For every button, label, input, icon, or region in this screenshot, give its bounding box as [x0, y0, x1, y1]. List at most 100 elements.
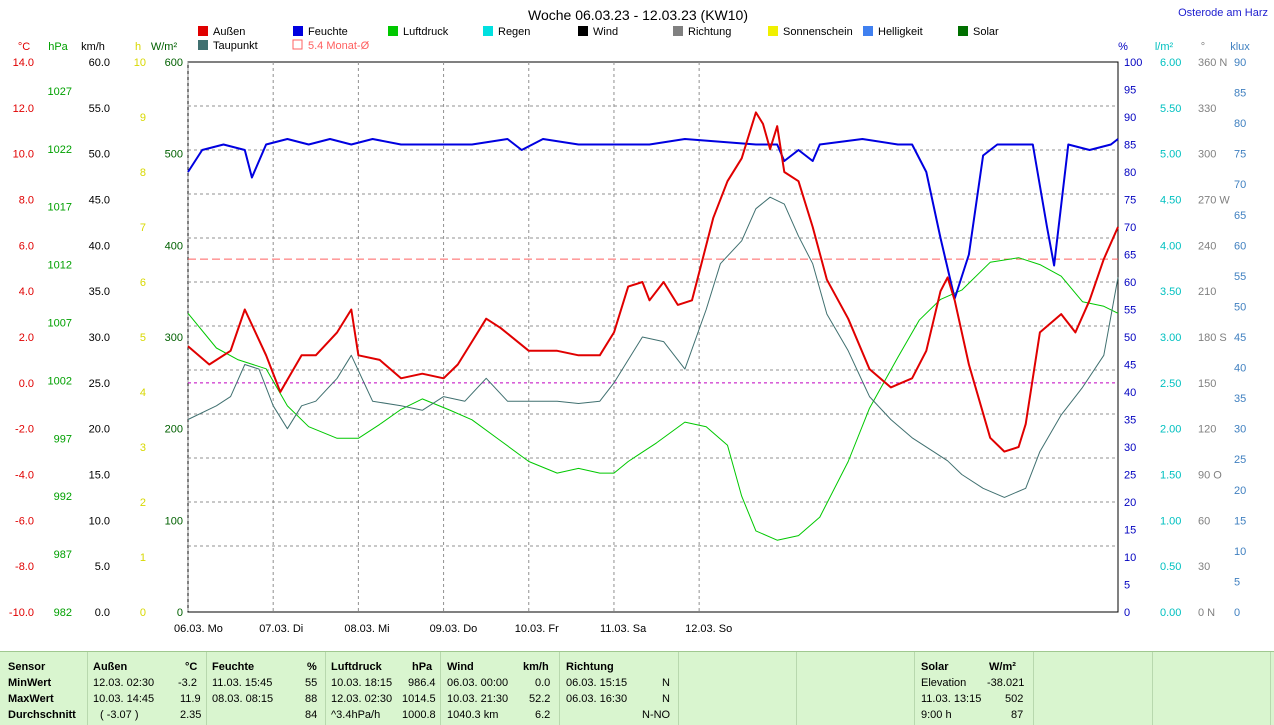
sun-tick: 3 [140, 442, 146, 454]
weather-chart: 14.012.010.08.06.04.02.00.0-2.0-4.0-6.0-… [9, 7, 1268, 635]
humidity-tick: 40 [1124, 387, 1136, 399]
sun-tick: 6 [140, 277, 146, 289]
humidity-tick: 25 [1124, 470, 1136, 482]
pressure-line [187, 257, 1119, 541]
rain-tick: 6.00 [1160, 57, 1181, 69]
direction-tick: 90 O [1198, 470, 1222, 482]
legend-swatch [483, 26, 493, 36]
solar-tick: 0 [177, 607, 183, 619]
rain-tick: 5.00 [1160, 149, 1181, 161]
wind-min-time: 06.03. 00:00 [447, 677, 509, 689]
rain-tick: 5.50 [1160, 103, 1181, 115]
legend-label: Feuchte [308, 26, 348, 38]
sun-tick: 5 [140, 332, 146, 344]
aussen-min: -3.2 [178, 677, 197, 689]
lux-tick: 80 [1234, 118, 1246, 130]
lux-tick: 15 [1234, 515, 1246, 527]
wind-tick: 45.0 [89, 195, 110, 207]
legend-label: Luftdruck [403, 26, 449, 38]
luftdruck-min-time: 10.03. 18:15 [331, 677, 393, 689]
legend-label: Sonnenschein [783, 26, 853, 38]
day-label: 09.03. Do [430, 623, 478, 635]
humidity-tick: 30 [1124, 442, 1136, 454]
wind-tick: 5.0 [95, 561, 110, 573]
feuchte-min: 55 [305, 677, 318, 689]
sun-tick: 2 [140, 497, 146, 509]
legend-label: Helligkeit [878, 26, 923, 38]
legend-swatch [863, 26, 873, 36]
feuchte-max: 88 [305, 693, 318, 705]
summary-wind: Wind km/h 06.03. 00:00 0.0 10.03. 21:30 … [441, 652, 559, 725]
series-lines [187, 111, 1119, 541]
wind-distance: 1040.3 km [447, 709, 499, 721]
lux-tick: 75 [1234, 149, 1246, 161]
temp-tick: 4.0 [19, 286, 34, 298]
day-label: 10.03. Fr [515, 623, 559, 635]
solar-sun-hours: 9:00 h [921, 709, 952, 721]
day-label: 06.03. Mo [174, 623, 223, 635]
humidity-line [187, 138, 1119, 300]
day-label: 12.03. So [685, 623, 732, 635]
axis-ticks: 14.012.010.08.06.04.02.00.0-2.0-4.0-6.0-… [9, 41, 1250, 619]
richtung-min-time: 06.03. 15:15 [566, 677, 628, 689]
solar-max-time: 11.03. 13:15 [921, 693, 982, 705]
lux-tick: 40 [1234, 363, 1246, 375]
wind-min: 0.0 [535, 677, 551, 689]
summary-sensor: Sensor MinWert MaxWert Durchschnitt [0, 652, 87, 725]
legend-swatch [768, 26, 778, 36]
rain-tick: 3.50 [1160, 286, 1181, 298]
pressure-tick: 1007 [48, 318, 72, 330]
luftdruck-header: Luftdruck [331, 661, 382, 673]
luftdruck-avg: 1000.8 [402, 709, 436, 721]
humidity-tick: 65 [1124, 250, 1136, 262]
legend-label: Richtung [688, 26, 731, 38]
wind-tick: 50.0 [89, 149, 110, 161]
solar-avg: 87 [1011, 709, 1024, 721]
rain-tick: 2.00 [1160, 424, 1181, 436]
row-min: MinWert [8, 677, 52, 689]
sun-tick: 9 [140, 112, 146, 124]
lux-tick: 45 [1234, 332, 1246, 344]
wind-tick: 0.0 [95, 607, 110, 619]
temp-tick: 2.0 [19, 332, 34, 344]
pressure-unit: hPa [48, 41, 68, 53]
solar-tick: 600 [165, 57, 183, 69]
temp-tick: 12.0 [13, 103, 34, 115]
luftdruck-trend: ^3.4hPa/h [331, 709, 381, 721]
dewpoint-line [187, 196, 1119, 498]
humidity-tick: 60 [1124, 277, 1136, 289]
wind-tick: 55.0 [89, 103, 110, 115]
summary-richtung: Richtung 06.03. 15:15 N 06.03. 16:30 N N… [560, 652, 678, 725]
day-label: 08.03. Mi [344, 623, 389, 635]
legend-swatch [198, 40, 208, 50]
sun-tick: 4 [140, 387, 146, 399]
aussen-max: 11.9 [180, 693, 201, 705]
lux-tick: 20 [1234, 485, 1246, 497]
wind-tick: 35.0 [89, 286, 110, 298]
wind-tick: 15.0 [89, 470, 110, 482]
solar-tick: 400 [165, 240, 183, 252]
rain-tick: 1.00 [1160, 515, 1181, 527]
legend-swatch [292, 39, 303, 50]
legend-label: Wind [593, 26, 618, 38]
richtung-avg: N-NO [642, 709, 671, 721]
legend: Außen Feuchte Luftdruck Regen Wind Richtung So… [198, 26, 999, 52]
humidity-tick: 15 [1124, 525, 1136, 537]
humidity-tick: 75 [1124, 195, 1136, 207]
row-avg: Durchschnitt [8, 709, 76, 721]
temp-unit: °C [18, 41, 30, 53]
solar-tick: 200 [165, 424, 183, 436]
legend-swatch [198, 26, 208, 36]
aussen-avg-note: ( -3.07 ) [100, 709, 139, 721]
lux-unit: klux [1230, 41, 1250, 53]
lux-tick: 70 [1234, 179, 1246, 191]
humidity-tick: 50 [1124, 332, 1136, 344]
temperature-line [187, 111, 1119, 453]
day-label: 07.03. Di [259, 623, 303, 635]
pressure-tick: 1002 [48, 375, 72, 387]
direction-unit: ° [1201, 41, 1205, 53]
legend-label: Taupunkt [213, 40, 258, 52]
lux-tick: 85 [1234, 88, 1246, 100]
wind-max: 52.2 [529, 693, 551, 705]
legend-swatch [673, 26, 683, 36]
